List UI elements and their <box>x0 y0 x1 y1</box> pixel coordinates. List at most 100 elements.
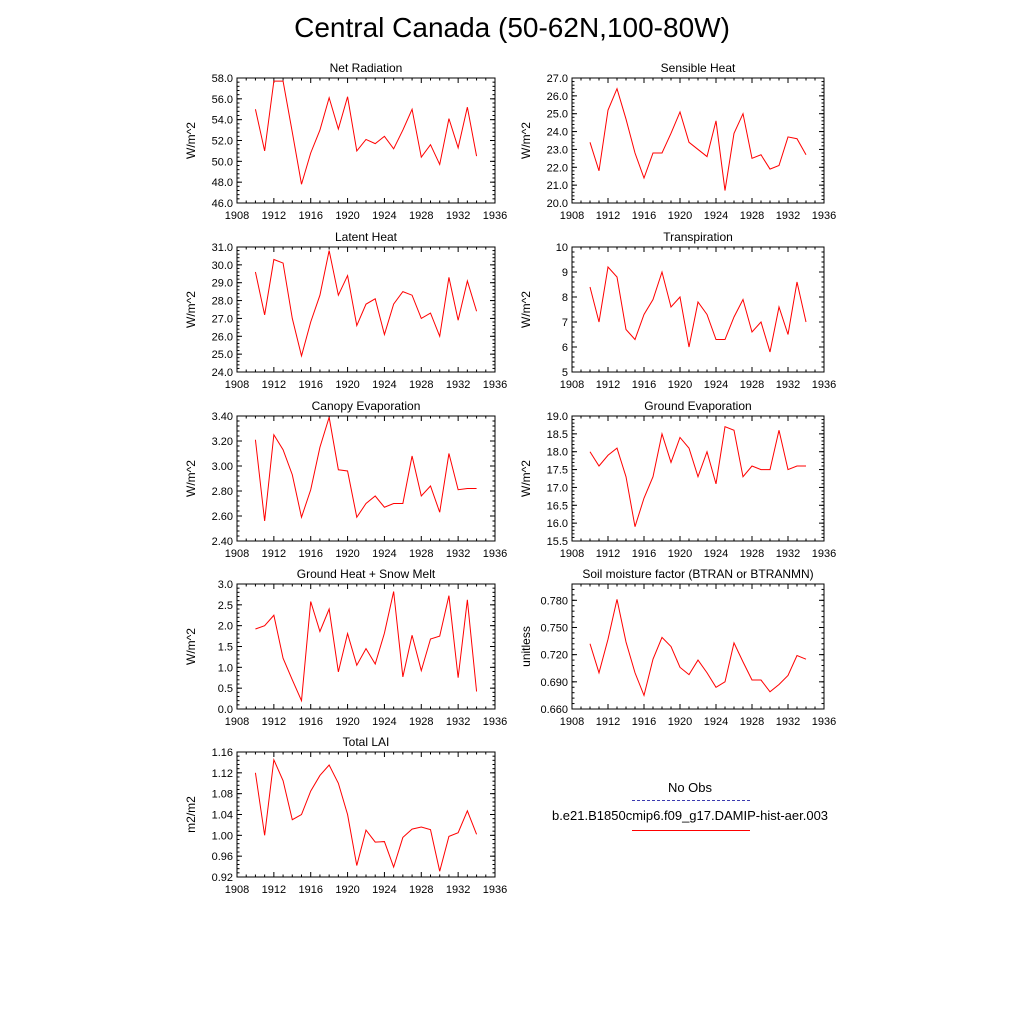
plot-frame <box>571 583 825 710</box>
y-tick-label: 29.0 <box>212 278 233 290</box>
series-line-1 <box>254 417 477 522</box>
chart-panel-1: Net Radiation W/m^2 1908 1912 1916 1920 1924 19… <box>184 61 507 222</box>
y-tick-label: 7 <box>562 317 568 329</box>
y-tick-label: 54.0 <box>212 115 233 127</box>
x-tick-label: 1924 <box>372 884 396 896</box>
x-tick-label: 1928 <box>409 884 433 896</box>
x-tick-label: 1912 <box>596 379 620 391</box>
x-tick-label: 1908 <box>225 548 249 560</box>
y-tick-label: 5 <box>562 367 568 379</box>
y-tick-label: 0.690 <box>540 677 568 689</box>
chart-panel-7: Ground Heat + Snow Melt W/m^2 1908 1912 1916… <box>184 567 507 728</box>
x-tick-label: 1912 <box>596 210 620 222</box>
y-tick-label: 1.04 <box>212 810 233 822</box>
legend: No Obs b.e21.B1850cmip6.f09_g17.DAMIP-hi… <box>530 778 850 848</box>
y-tick-label: 25.0 <box>547 109 568 121</box>
x-tick-label: 1924 <box>704 548 728 560</box>
chart-panel-6: Ground Evaporation W/m^2 1908 1912 1916 1920 1… <box>519 399 836 560</box>
legend-label-no-obs: No Obs <box>667 780 713 795</box>
x-tick-label: 1932 <box>776 379 800 391</box>
x-tick-label: 1928 <box>409 379 433 391</box>
chart-panel-4: Transpiration W/m^2 1908 1912 1916 1920 1924 19… <box>519 230 836 391</box>
x-tick-label: 1928 <box>409 210 433 222</box>
y-tick-label: 24.0 <box>547 127 568 139</box>
y-axis-label: m2/m2 <box>184 796 198 833</box>
x-tick-label: 1928 <box>740 210 764 222</box>
y-tick-label: 21.0 <box>547 180 568 192</box>
y-tick-label: 16.5 <box>547 500 568 512</box>
y-tick-label: 18.0 <box>547 447 568 459</box>
panel-title: Canopy Evaporation <box>312 399 421 413</box>
x-tick-label: 1908 <box>225 716 249 728</box>
x-tick-label: 1912 <box>262 884 286 896</box>
y-tick-label: 3.40 <box>212 411 233 423</box>
panel-title: Soil moisture factor (BTRAN or BTRANMN) <box>582 567 813 581</box>
y-tick-label: 0.720 <box>540 650 568 662</box>
chart-panel-2: Sensible Heat W/m^2 1908 1912 1916 1920 1924 19… <box>519 61 836 222</box>
x-tick-label: 1908 <box>560 716 584 728</box>
y-tick-label: 3.0 <box>218 579 233 591</box>
x-tick-label: 1936 <box>483 379 507 391</box>
y-tick-label: 1.16 <box>212 747 233 759</box>
y-tick-label: 2.5 <box>218 600 233 612</box>
y-tick-label: 2.0 <box>218 621 233 633</box>
legend-line-model-run <box>632 830 750 831</box>
x-tick-label: 1916 <box>298 716 322 728</box>
x-tick-label: 1912 <box>596 716 620 728</box>
x-tick-label: 1932 <box>776 210 800 222</box>
x-tick-label: 1908 <box>560 548 584 560</box>
x-tick-label: 1932 <box>776 716 800 728</box>
y-tick-label: 16.0 <box>547 518 568 530</box>
x-tick-label: 1924 <box>704 716 728 728</box>
x-tick-label: 1916 <box>298 548 322 560</box>
x-tick-label: 1932 <box>776 548 800 560</box>
y-tick-label: 26.0 <box>547 91 568 103</box>
series-line-1 <box>255 591 478 703</box>
y-tick-label: 19.0 <box>547 411 568 423</box>
series-line-1 <box>589 599 807 698</box>
x-tick-label: 1936 <box>812 716 836 728</box>
x-tick-label: 1920 <box>335 716 359 728</box>
x-tick-label: 1936 <box>483 548 507 560</box>
x-tick-label: 1916 <box>298 210 322 222</box>
y-tick-label: 23.0 <box>547 144 568 156</box>
plot-frame <box>571 415 825 542</box>
x-tick-label: 1920 <box>335 379 359 391</box>
y-tick-label: 3.20 <box>212 436 233 448</box>
y-axis-label: unitless <box>519 626 533 667</box>
x-tick-label: 1936 <box>812 379 836 391</box>
x-tick-label: 1924 <box>704 379 728 391</box>
x-tick-label: 1932 <box>446 548 470 560</box>
y-tick-label: 3.00 <box>212 461 233 473</box>
x-tick-label: 1920 <box>335 548 359 560</box>
y-tick-label: 2.40 <box>212 536 233 548</box>
x-tick-label: 1908 <box>560 379 584 391</box>
y-tick-label: 0.0 <box>218 704 233 716</box>
y-tick-label: 56.0 <box>212 94 233 106</box>
plot-frame <box>571 77 825 204</box>
x-tick-label: 1916 <box>632 716 656 728</box>
x-tick-label: 1912 <box>262 379 286 391</box>
y-tick-label: 30.0 <box>212 260 233 272</box>
panel-title: Net Radiation <box>330 61 403 75</box>
y-tick-label: 46.0 <box>212 198 233 210</box>
chart-panel-5: Canopy Evaporation W/m^2 1908 1912 1916 1920 1… <box>184 399 507 560</box>
x-tick-label: 1920 <box>668 210 692 222</box>
x-tick-label: 1936 <box>483 210 507 222</box>
y-tick-label: 50.0 <box>212 156 233 168</box>
x-tick-label: 1928 <box>740 548 764 560</box>
x-tick-label: 1924 <box>704 210 728 222</box>
y-tick-label: 0.780 <box>540 595 568 607</box>
x-tick-label: 1928 <box>740 716 764 728</box>
x-tick-label: 1912 <box>596 548 620 560</box>
panel-title: Sensible Heat <box>661 61 736 75</box>
x-tick-label: 1932 <box>446 379 470 391</box>
x-tick-label: 1916 <box>632 210 656 222</box>
x-tick-label: 1928 <box>409 716 433 728</box>
y-tick-label: 27.0 <box>547 73 568 85</box>
x-tick-label: 1912 <box>262 210 286 222</box>
y-tick-label: 24.0 <box>212 367 233 379</box>
y-axis-label: W/m^2 <box>184 291 198 328</box>
x-tick-label: 1932 <box>446 210 470 222</box>
